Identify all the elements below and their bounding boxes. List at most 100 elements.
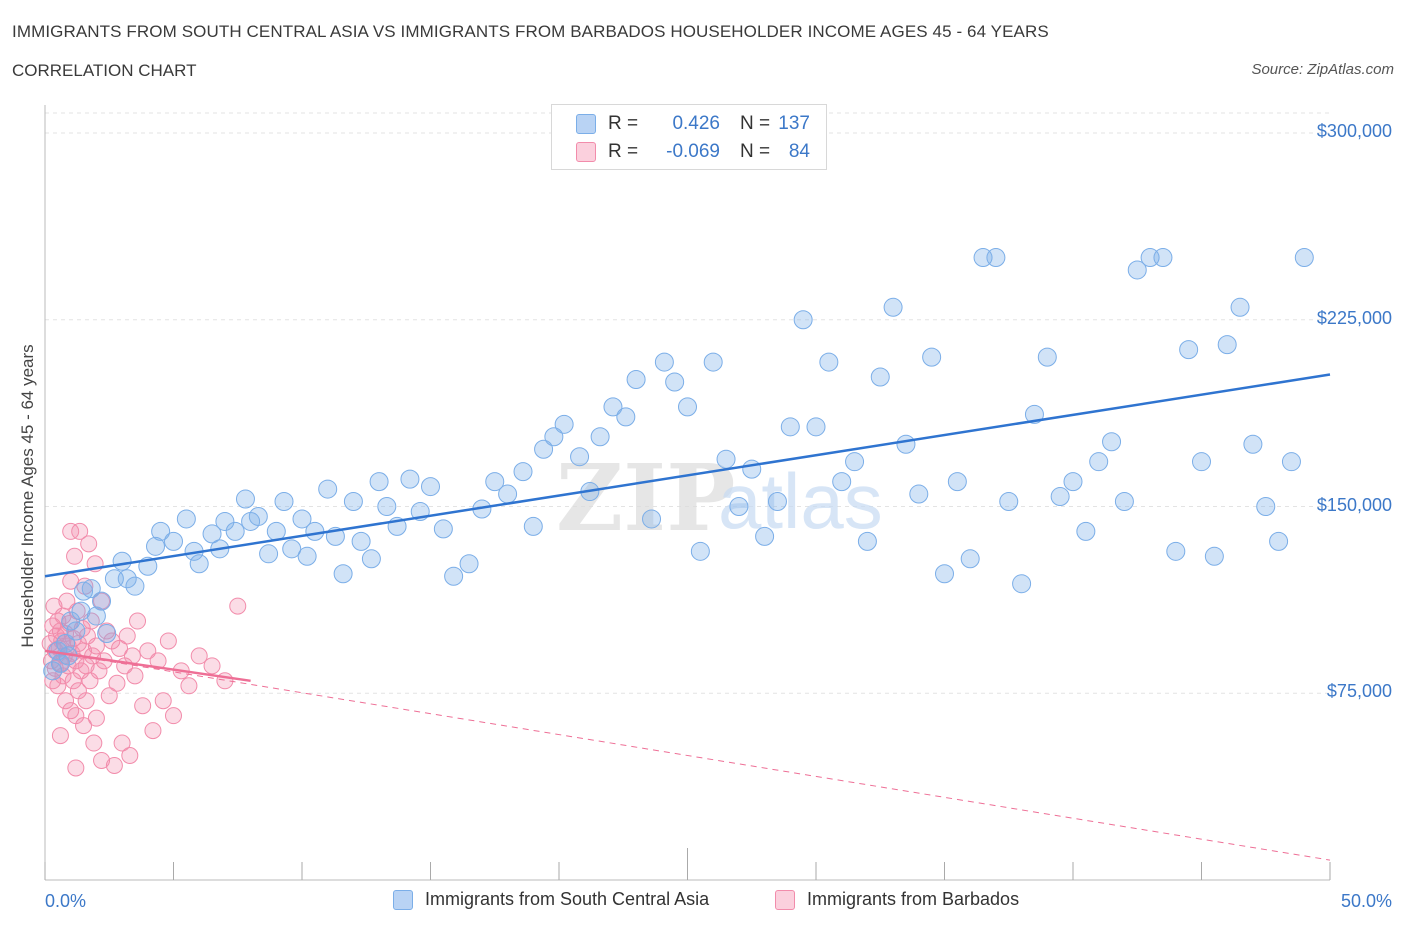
point-south-central-asia xyxy=(292,509,312,529)
point-south-central-asia xyxy=(870,367,890,387)
point-south-central-asia xyxy=(86,606,106,626)
point-south-central-asia xyxy=(590,427,610,447)
y-tick-label: $150,000 xyxy=(1316,494,1392,515)
point-south-central-asia xyxy=(1153,248,1173,267)
legend-row-south-central-asia: R = 0.426 N = 137 xyxy=(576,112,810,136)
r-label: R = xyxy=(608,113,639,134)
point-south-central-asia xyxy=(81,579,101,599)
legend-swatch-blue xyxy=(393,889,413,910)
point-south-central-asia xyxy=(1179,340,1199,360)
point-south-central-asia xyxy=(1063,472,1083,492)
point-south-central-asia xyxy=(151,521,171,541)
point-south-central-asia xyxy=(377,497,397,516)
chart-title: IMMIGRANTS FROM SOUTH CENTRAL ASIA VS IM… xyxy=(12,22,1049,41)
point-south-central-asia xyxy=(642,509,662,529)
point-south-central-asia xyxy=(716,449,736,469)
point-south-central-asia xyxy=(1294,248,1314,267)
point-south-central-asia xyxy=(343,492,363,512)
point-south-central-asia xyxy=(189,554,209,574)
point-south-central-asia xyxy=(97,623,117,643)
y-tick-label: $75,000 xyxy=(1326,681,1392,702)
legend-row-barbados: R = -0.069 N = 84 xyxy=(576,140,810,164)
point-south-central-asia xyxy=(767,492,787,512)
point-south-central-asia xyxy=(742,459,762,479)
point-barbados xyxy=(100,687,118,705)
series-legend-south-central-asia: Immigrants from South Central Asia xyxy=(393,889,709,910)
point-south-central-asia xyxy=(351,531,371,551)
point-south-central-asia xyxy=(1256,497,1276,516)
r-label: R = xyxy=(608,141,639,162)
point-south-central-asia xyxy=(755,526,775,546)
point-south-central-asia xyxy=(421,477,440,497)
point-barbados xyxy=(62,522,80,540)
point-south-central-asia xyxy=(1089,452,1109,472)
point-south-central-asia xyxy=(1037,347,1057,367)
point-barbados xyxy=(190,647,208,665)
point-south-central-asia xyxy=(1269,531,1289,551)
point-barbados xyxy=(118,627,136,645)
point-south-central-asia xyxy=(274,492,294,512)
point-south-central-asia xyxy=(603,397,623,417)
point-south-central-asia xyxy=(665,372,685,392)
point-south-central-asia xyxy=(1012,574,1032,594)
point-south-central-asia xyxy=(1166,541,1186,561)
point-south-central-asia xyxy=(1204,546,1224,566)
point-south-central-asia xyxy=(215,511,235,531)
point-south-central-asia xyxy=(112,551,132,571)
point-south-central-asia xyxy=(43,661,63,681)
point-south-central-asia xyxy=(433,519,453,539)
x-tick-max: 50.0% xyxy=(1340,891,1392,911)
point-south-central-asia xyxy=(1192,452,1211,472)
point-south-central-asia xyxy=(202,524,222,544)
point-barbados xyxy=(62,702,80,720)
point-barbados xyxy=(139,642,157,660)
point-barbados xyxy=(111,639,129,657)
point-barbados xyxy=(229,597,247,615)
point-south-central-asia xyxy=(513,462,533,482)
point-south-central-asia xyxy=(318,479,338,499)
point-south-central-asia xyxy=(248,506,268,526)
point-south-central-asia xyxy=(305,521,325,541)
point-south-central-asia xyxy=(485,472,505,492)
point-south-central-asia xyxy=(333,564,353,584)
point-south-central-asia xyxy=(1243,434,1263,454)
point-barbados xyxy=(134,697,152,715)
point-south-central-asia xyxy=(986,248,1006,267)
point-barbados xyxy=(144,722,162,740)
point-south-central-asia xyxy=(1076,521,1096,541)
trend-line-barbados-extended xyxy=(44,650,1331,861)
point-south-central-asia xyxy=(935,564,954,584)
y-tick-label: $225,000 xyxy=(1316,307,1392,328)
point-barbados xyxy=(203,657,221,675)
point-barbados xyxy=(66,547,84,565)
point-south-central-asia xyxy=(74,581,94,601)
point-barbados xyxy=(87,637,105,655)
point-south-central-asia xyxy=(1114,492,1134,512)
point-barbados xyxy=(67,759,85,777)
point-south-central-asia xyxy=(369,472,389,492)
point-south-central-asia xyxy=(297,546,317,566)
source-credit: Source: ZipAtlas.com xyxy=(1251,61,1394,78)
point-barbados xyxy=(180,677,198,695)
point-south-central-asia xyxy=(176,509,196,529)
point-south-central-asia xyxy=(1024,404,1044,424)
point-south-central-asia xyxy=(1102,432,1122,452)
point-south-central-asia xyxy=(616,407,636,427)
y-tick-label: $300,000 xyxy=(1316,121,1392,141)
point-south-central-asia xyxy=(444,566,464,586)
series-legend-barbados: Immigrants from Barbados xyxy=(775,889,1019,910)
point-south-central-asia xyxy=(626,370,646,390)
point-south-central-asia xyxy=(793,310,813,330)
point-barbados xyxy=(44,672,62,690)
y-axis-label: Householder Income Ages 45 - 64 years xyxy=(18,344,37,648)
point-south-central-asia xyxy=(832,472,852,492)
point-barbados xyxy=(87,709,105,727)
point-south-central-asia xyxy=(225,521,245,541)
n-label: N = xyxy=(740,141,771,162)
r-value: -0.069 xyxy=(666,141,720,162)
series-label: Immigrants from Barbados xyxy=(807,889,1020,909)
chart-subtitle: CORRELATION CHART xyxy=(12,61,197,80)
n-value: 84 xyxy=(788,141,810,162)
point-barbados xyxy=(159,632,177,650)
